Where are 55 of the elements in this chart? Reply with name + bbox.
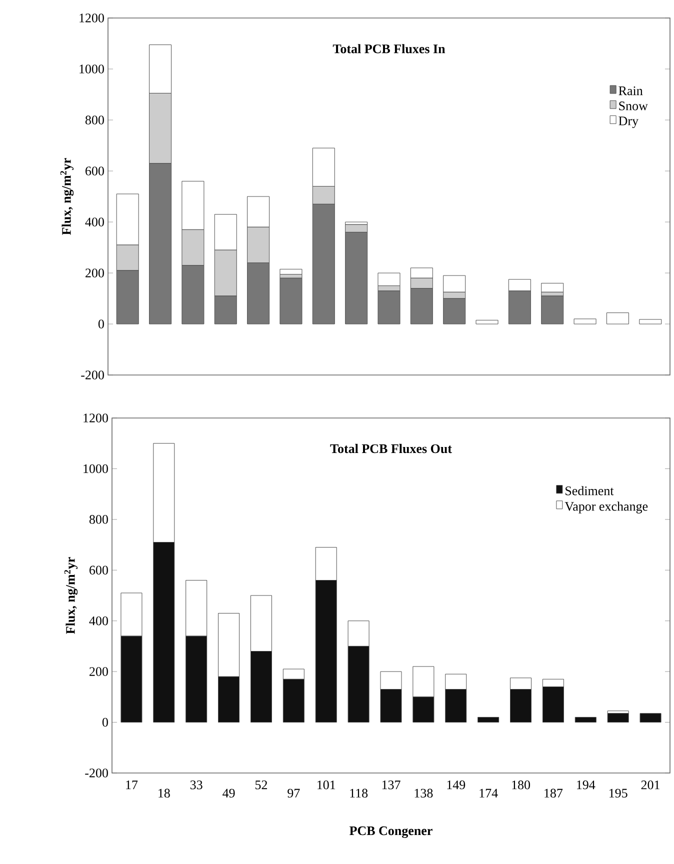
bar [280, 278, 302, 324]
bar [574, 318, 596, 324]
bar [640, 713, 662, 723]
y-tick-label: 0 [102, 718, 108, 727]
x-tick-label: 52 [255, 780, 268, 790]
x-axis-title: PCB Congener [350, 826, 432, 838]
x-tick-label: 18 [158, 788, 170, 798]
y-tick-label: 1000 [84, 464, 108, 474]
x-tick-label: 187 [544, 788, 563, 798]
x-tick-label: 97 [288, 788, 300, 798]
y-tick-label: 800 [89, 515, 108, 524]
legend-label: Vapor exchange [564, 502, 648, 514]
x-tick-label: 33 [190, 780, 202, 790]
y-tick-label: 600 [90, 566, 108, 575]
x-tick-label: 17 [126, 780, 138, 790]
y-tick-label: -200 [85, 768, 108, 778]
bar [476, 320, 498, 324]
bar [607, 713, 629, 723]
x-tick-label: 149 [447, 780, 466, 790]
y-axis-title: Flux, ng/m$^{2}$yr [60, 158, 74, 235]
y-tick-label: 200 [90, 667, 108, 676]
x-tick-label: 180 [512, 780, 530, 790]
y-tick-label: 1000 [80, 64, 104, 74]
bar [639, 319, 662, 324]
legend-label: Sediment [566, 486, 614, 496]
x-tick-label: 174 [480, 788, 498, 798]
y-tick-label: 1200 [84, 414, 108, 422]
legend-label: Rain [618, 86, 643, 96]
y-tick-label: -200 [81, 370, 104, 380]
y-tick-label: 400 [85, 218, 104, 226]
y-tick-label: 800 [85, 116, 104, 124]
y-tick-label: 200 [86, 268, 104, 278]
x-tick-label: 137 [382, 780, 400, 790]
y-tick-label: 0 [98, 320, 104, 328]
legend-label: Snow [619, 102, 648, 110]
y-axis-title: Flux, ng/m$^{2}$yr [64, 557, 78, 634]
legend-label: Dry [618, 116, 638, 128]
bar [606, 312, 629, 324]
text: Total PCB Fluxes Out [330, 444, 452, 454]
x-tick-label: 195 [609, 788, 628, 798]
bar [541, 296, 564, 324]
bar [478, 716, 500, 723]
text: Total PCB Fluxes In [332, 44, 446, 54]
bar [280, 268, 302, 275]
x-tick-label: 118 [350, 788, 368, 798]
x-tick-label: 194 [577, 780, 596, 790]
x-tick-label: 49 [222, 788, 235, 798]
x-tick-label: 201 [641, 780, 660, 790]
x-tick-label: 101 [318, 780, 336, 790]
bar [574, 716, 596, 723]
bar [541, 282, 564, 292]
y-tick-label: 1200 [80, 14, 104, 22]
y-tick-label: 600 [86, 166, 104, 176]
x-tick-label: 138 [414, 788, 433, 798]
y-tick-label: 400 [89, 616, 108, 626]
